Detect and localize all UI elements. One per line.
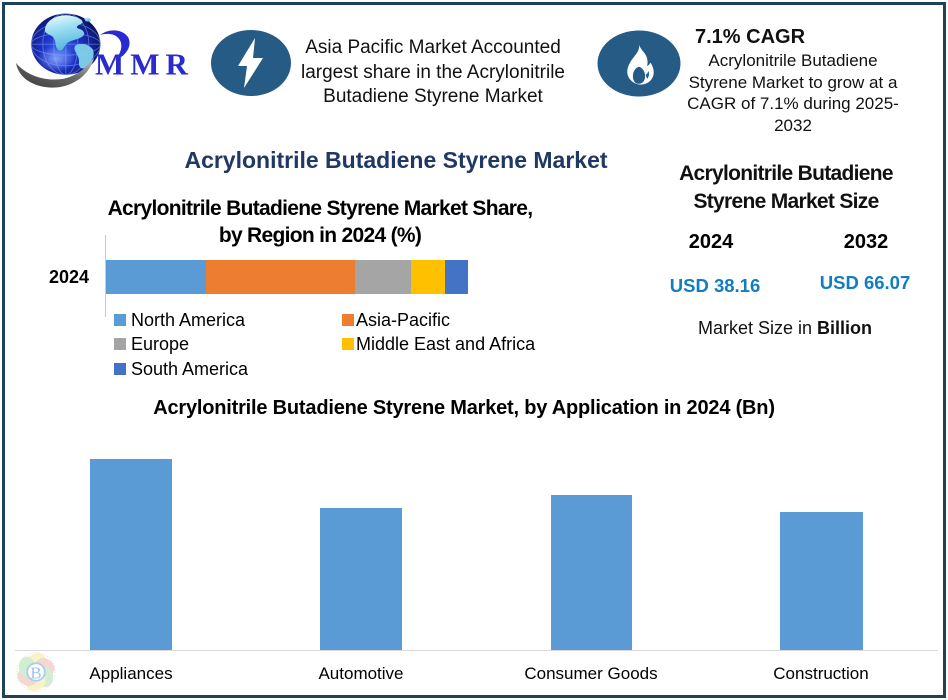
svg-text:MMR: MMR bbox=[95, 47, 194, 82]
svg-text:B: B bbox=[30, 663, 41, 682]
